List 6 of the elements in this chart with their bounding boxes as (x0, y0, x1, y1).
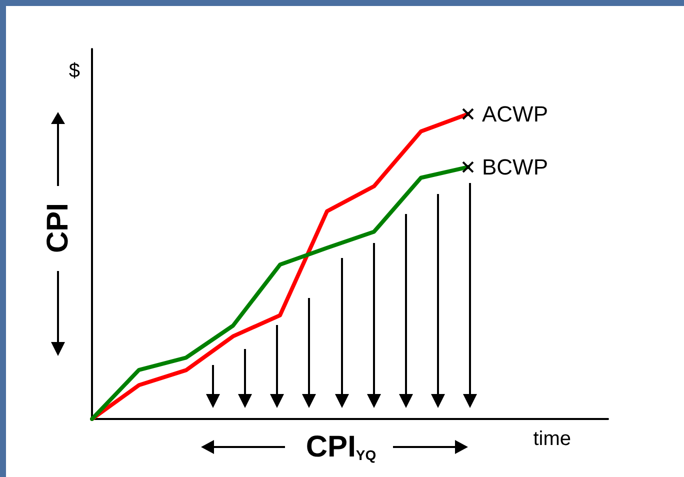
series-label: ACWP (482, 102, 548, 126)
x-axis-title: time (533, 428, 571, 450)
series-label: BCWP (482, 154, 548, 180)
y-axis-title: $ (68, 60, 80, 82)
annotation: CPI (42, 202, 74, 254)
text: CPIYQ (306, 430, 376, 464)
